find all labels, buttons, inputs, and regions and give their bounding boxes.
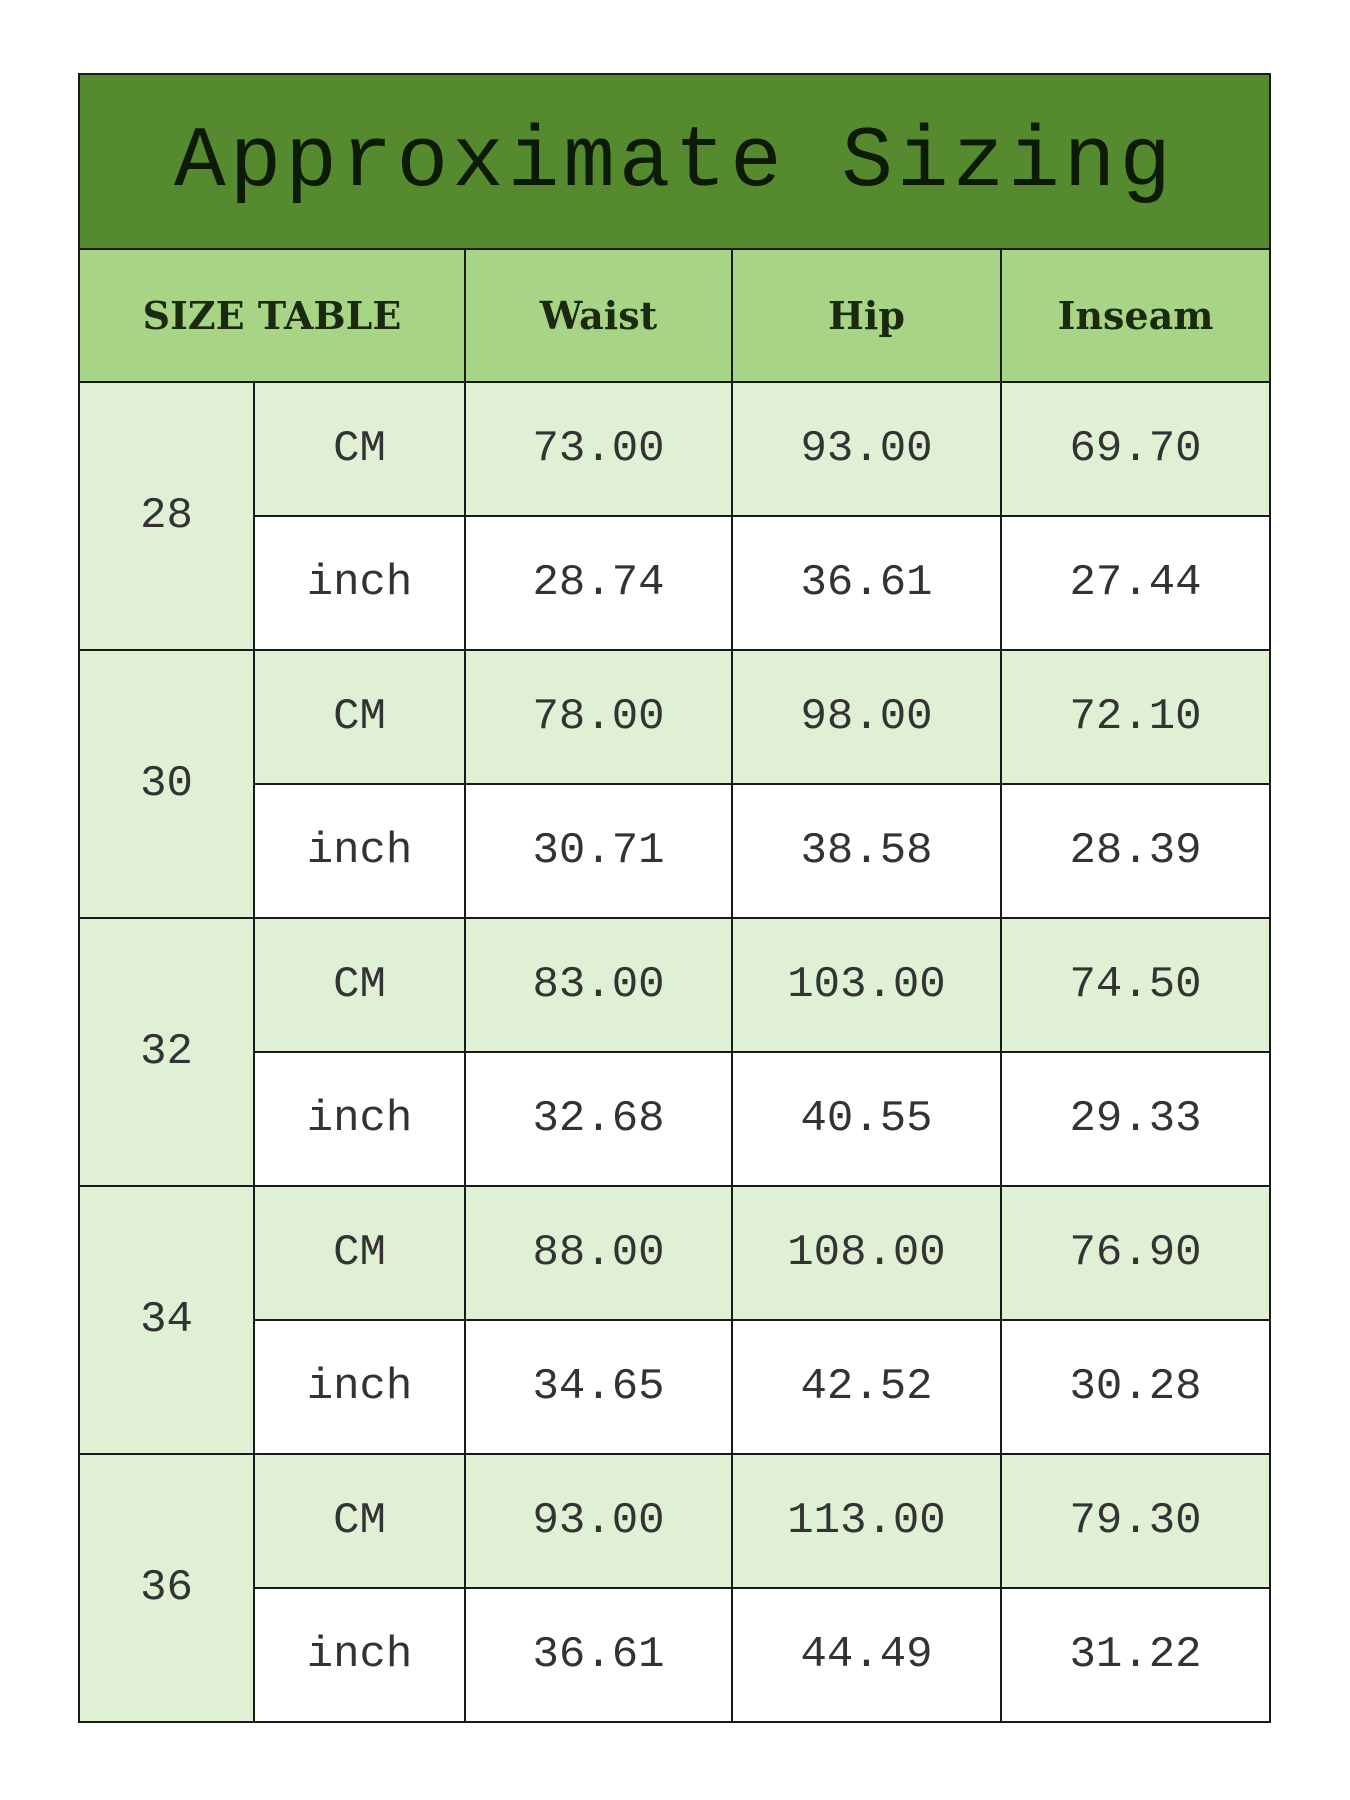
size-chart-table: Approximate Sizing SIZE TABLE Waist Hip … (77, 73, 1272, 1723)
header-hip: Hip (731, 248, 1002, 383)
inseam-value: 28.39 (999, 783, 1272, 919)
inseam-value: 69.70 (999, 381, 1272, 517)
table-row: 30 CM 78.00 98.00 72.10 (78, 649, 1272, 919)
inseam-value: 29.33 (999, 1051, 1272, 1187)
unit-label: inch (253, 1051, 466, 1187)
hip-value: 113.00 (731, 1453, 1002, 1589)
table-row: 36 CM 93.00 113.00 79.30 (78, 1453, 1272, 1723)
waist-value: 78.00 (464, 649, 733, 785)
unit-label: CM (253, 1453, 466, 1589)
inseam-value: 79.30 (999, 1453, 1272, 1589)
hip-value: 40.55 (731, 1051, 1002, 1187)
hip-value: 108.00 (731, 1185, 1002, 1321)
waist-value: 83.00 (464, 917, 733, 1053)
waist-value: 93.00 (464, 1453, 733, 1589)
header-inseam: Inseam (999, 248, 1272, 383)
hip-value: 36.61 (731, 515, 1002, 651)
table-row: inch 34.65 42.52 30.28 (79, 1319, 1272, 1455)
page-title: Approximate Sizing (77, 73, 1272, 250)
unit-label: inch (253, 1319, 466, 1455)
header-waist: Waist (464, 248, 733, 383)
table-row: inch 30.71 38.58 28.39 (79, 783, 1272, 919)
waist-value: 32.68 (464, 1051, 733, 1187)
unit-label: inch (253, 1587, 466, 1723)
size-label: 28 (78, 381, 255, 651)
unit-label: inch (253, 783, 466, 919)
hip-value: 98.00 (731, 649, 1002, 785)
header-size-table: SIZE TABLE (78, 248, 466, 383)
inseam-value: 27.44 (999, 515, 1272, 651)
inseam-value: 76.90 (999, 1185, 1272, 1321)
table-row: inch 36.61 44.49 31.22 (79, 1587, 1272, 1723)
hip-value: 44.49 (731, 1587, 1002, 1723)
table-row: 34 CM 88.00 108.00 76.90 (78, 1185, 1272, 1455)
waist-value: 28.74 (464, 515, 733, 651)
inseam-value: 74.50 (999, 917, 1272, 1053)
unit-label: CM (253, 381, 466, 517)
inseam-value: 30.28 (999, 1319, 1272, 1455)
unit-label: CM (253, 1185, 466, 1321)
hip-value: 103.00 (731, 917, 1002, 1053)
hip-value: 38.58 (731, 783, 1002, 919)
unit-label: inch (253, 515, 466, 651)
size-label: 36 (78, 1453, 255, 1723)
waist-value: 36.61 (464, 1587, 733, 1723)
waist-value: 88.00 (464, 1185, 733, 1321)
table-row: 32 CM 83.00 103.00 74.50 (78, 917, 1272, 1187)
header-row: SIZE TABLE Waist Hip Inseam (78, 248, 1272, 383)
waist-value: 73.00 (464, 381, 733, 517)
inseam-value: 31.22 (999, 1587, 1272, 1723)
hip-value: 93.00 (731, 381, 1002, 517)
unit-label: CM (253, 649, 466, 785)
size-label: 30 (78, 649, 255, 919)
size-label: 34 (78, 1185, 255, 1455)
hip-value: 42.52 (731, 1319, 1002, 1455)
table-row: inch 32.68 40.55 29.33 (79, 1051, 1272, 1187)
table-row: 28 CM 73.00 93.00 69.70 (78, 381, 1272, 651)
unit-label: CM (253, 917, 466, 1053)
table-row: inch 28.74 36.61 27.44 (79, 515, 1272, 651)
inseam-value: 72.10 (999, 649, 1272, 785)
size-label: 32 (78, 917, 255, 1187)
waist-value: 30.71 (464, 783, 733, 919)
waist-value: 34.65 (464, 1319, 733, 1455)
